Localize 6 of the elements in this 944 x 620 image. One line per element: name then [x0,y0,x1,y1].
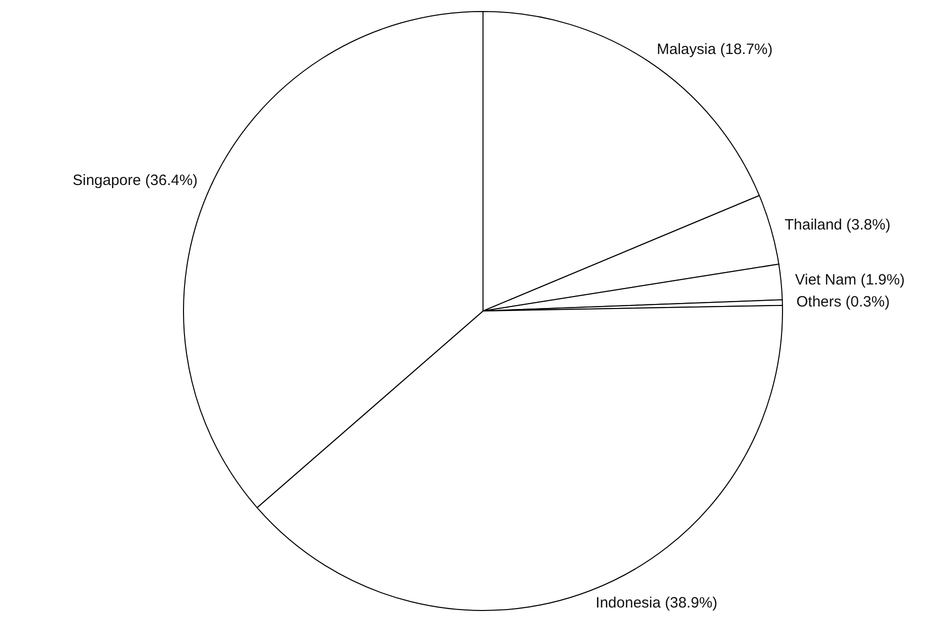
slice-label: Others (0.3%) [796,293,890,310]
slice-label: Thailand (3.8%) [784,216,890,234]
slice-label: Indonesia (38.9%) [596,594,718,612]
slice-label: Malaysia (18.7%) [656,41,773,58]
slice-label: Singapore (36.4%) [72,172,198,190]
slice-label: Viet Nam (1.9%) [795,272,905,289]
